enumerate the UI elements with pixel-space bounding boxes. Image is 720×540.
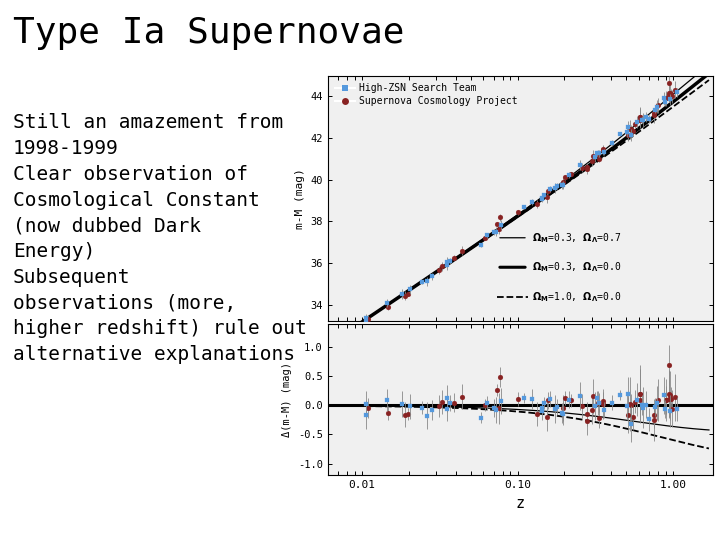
Y-axis label: m-M (mag): m-M (mag) — [294, 168, 305, 229]
Legend: High-ZSN Search Team, Supernova Cosmology Project: High-ZSN Search Team, Supernova Cosmolog… — [333, 80, 521, 109]
X-axis label: z: z — [516, 496, 525, 511]
Text: $\mathbf{\Omega_M}$=1.0, $\mathbf{\Omega_\Lambda}$=0.0: $\mathbf{\Omega_M}$=1.0, $\mathbf{\Omega… — [532, 290, 621, 303]
Text: Still an amazement from
1998-1999
Clear observation of
Cosmological Constant
(no: Still an amazement from 1998-1999 Clear … — [13, 113, 307, 364]
Y-axis label: Δ(m-M) (mag): Δ(m-M) (mag) — [282, 362, 292, 437]
Text: $\mathbf{\Omega_M}$=0.3, $\mathbf{\Omega_\Lambda}$=0.7: $\mathbf{\Omega_M}$=0.3, $\mathbf{\Omega… — [532, 231, 621, 245]
Text: $\mathbf{\Omega_M}$=0.3, $\mathbf{\Omega_\Lambda}$=0.0: $\mathbf{\Omega_M}$=0.3, $\mathbf{\Omega… — [532, 260, 621, 274]
Text: Type Ia Supernovae: Type Ia Supernovae — [13, 16, 405, 50]
